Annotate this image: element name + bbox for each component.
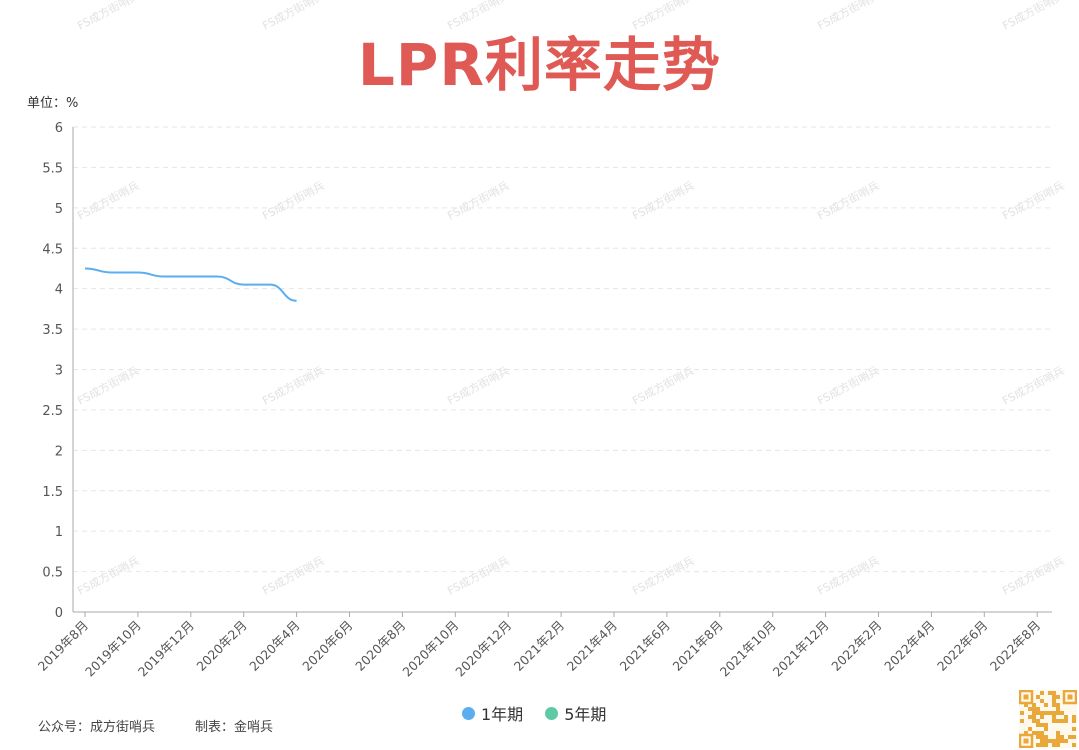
y-tick-label: 4 bbox=[55, 283, 63, 298]
x-tick-label: 2021年8月 bbox=[670, 618, 726, 674]
footer-source: 公众号：成方街哨兵 bbox=[38, 720, 156, 735]
unit-label: 单位：% bbox=[27, 96, 79, 111]
y-tick-label: 5.5 bbox=[42, 161, 63, 176]
watermark-text: FS成方街哨兵 bbox=[815, 0, 882, 33]
watermark-text: FS成方街哨兵 bbox=[445, 0, 512, 33]
x-tick-label: 2020年6月 bbox=[299, 618, 355, 674]
watermark-text: FS成方街哨兵 bbox=[260, 178, 327, 222]
x-tick-label: 2019年10月 bbox=[82, 618, 144, 680]
x-tick-label: 2022年4月 bbox=[881, 618, 937, 674]
watermark-text: FS成方街哨兵 bbox=[260, 0, 327, 33]
y-tick-label: 4.5 bbox=[42, 242, 63, 257]
x-tick-label: 2019年12月 bbox=[135, 618, 197, 680]
x-tick-label: 2021年6月 bbox=[617, 618, 673, 674]
x-tick-label: 2020年12月 bbox=[452, 618, 514, 680]
y-tick-label: 0.5 bbox=[42, 566, 63, 581]
watermark-text: FS成方街哨兵 bbox=[630, 553, 697, 597]
x-tick-label: 2021年10月 bbox=[717, 618, 779, 680]
watermark-text: FS成方街哨兵 bbox=[630, 0, 697, 33]
watermark-text: FS成方街哨兵 bbox=[630, 178, 697, 222]
legend-label-1y: 1年期 bbox=[481, 705, 524, 724]
footer-maker: 制表：金哨兵 bbox=[195, 720, 274, 735]
x-tick-label: 2021年12月 bbox=[770, 618, 832, 680]
qr-code-icon bbox=[1019, 690, 1077, 748]
legend-marker-5y bbox=[545, 706, 559, 720]
x-tick-label: 2021年2月 bbox=[511, 618, 567, 674]
y-tick-label: 0 bbox=[55, 606, 63, 621]
y-tick-label: 2 bbox=[55, 444, 63, 459]
legend-item-1y[interactable]: 1年期 bbox=[462, 701, 523, 725]
legend: 1年期 5年期 bbox=[462, 701, 606, 725]
y-tick-label: 5 bbox=[55, 202, 63, 217]
y-tick-label: 2.5 bbox=[42, 404, 63, 419]
x-tick-label: 2020年2月 bbox=[193, 618, 249, 674]
watermark-text: FS成方街哨兵 bbox=[445, 553, 512, 597]
x-tick-label: 2020年8月 bbox=[352, 618, 408, 674]
series-layer bbox=[84, 267, 297, 302]
watermark-layer: FS成方街哨兵 FS成方街哨兵 FS成方街哨兵 FS成方街哨兵 FS成方街哨兵 FS成方街… bbox=[75, 0, 1067, 598]
watermark-text: FS成方街哨兵 bbox=[75, 178, 142, 222]
axis-layer: 0 0.5 1 1.5 2 2.5 3 3.5 4 4.5 5 5.5 6 2019年8月2019年10月… bbox=[35, 121, 1052, 680]
y-tick-label: 1 bbox=[55, 525, 63, 540]
x-tick-label: 2022年6月 bbox=[934, 618, 990, 674]
chart-title: LPR利率走势 bbox=[357, 31, 722, 99]
watermark-text: FS成方街哨兵 bbox=[1000, 0, 1067, 33]
x-tick-label: 2021年4月 bbox=[564, 618, 620, 674]
watermark-text: FS成方街哨兵 bbox=[445, 178, 512, 222]
x-tick-label: 2022年2月 bbox=[828, 618, 884, 674]
watermark-text: FS成方街哨兵 bbox=[75, 0, 142, 33]
watermark-text: FS成方街哨兵 bbox=[75, 553, 142, 597]
line-chart: FS成方街哨兵 FS成方街哨兵 FS成方街哨兵 FS成方街哨兵 FS成方街哨兵 FS成方街… bbox=[35, 0, 1067, 680]
x-tick-label: 2020年4月 bbox=[246, 618, 302, 674]
series-line-0[interactable] bbox=[84, 267, 297, 302]
grid-layer bbox=[73, 126, 1052, 573]
y-tick-label: 6 bbox=[55, 121, 63, 136]
x-tick-label: 2019年8月 bbox=[35, 618, 91, 674]
legend-label-5y: 5年期 bbox=[564, 705, 607, 724]
x-tick-label: 2020年10月 bbox=[399, 618, 461, 680]
y-tick-label: 3 bbox=[55, 364, 63, 379]
watermark-text: FS成方街哨兵 bbox=[815, 178, 882, 222]
x-tick-label: 2022年8月 bbox=[987, 618, 1043, 674]
watermark-text: FS成方街哨兵 bbox=[260, 553, 327, 597]
y-tick-label: 3.5 bbox=[42, 323, 63, 338]
legend-marker-1y bbox=[462, 706, 475, 720]
watermark-text: FS成方街哨兵 bbox=[1000, 553, 1067, 597]
legend-item-5y[interactable]: 5年期 bbox=[545, 701, 606, 725]
watermark-text: FS成方街哨兵 bbox=[1000, 178, 1067, 222]
watermark-text: FS成方街哨兵 bbox=[815, 553, 882, 597]
y-tick-label: 1.5 bbox=[42, 485, 63, 500]
